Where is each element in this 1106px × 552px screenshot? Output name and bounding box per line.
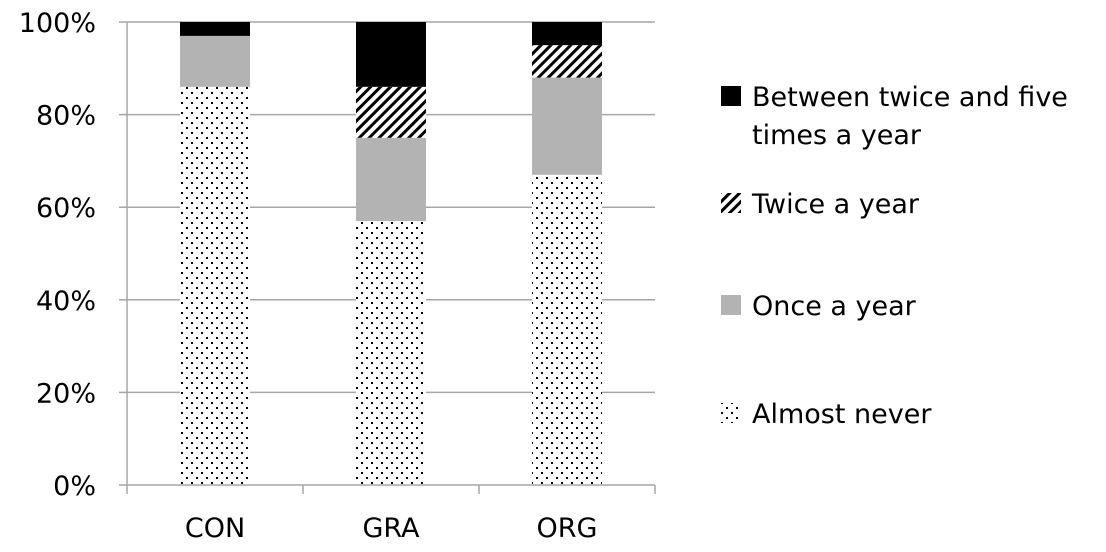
legend-item-3: Almost never [721, 399, 932, 430]
bar-segment-org-1 [532, 77, 602, 175]
legend-swatch [721, 86, 741, 106]
x-category-label-org: ORG [537, 513, 598, 544]
bar-segment-org-2 [532, 45, 602, 78]
legend-label: Once a year [752, 291, 917, 322]
bar-segment-con-3 [180, 22, 250, 36]
x-category-labels: CON GRA ORG [185, 513, 598, 544]
y-tick-label: 80% [36, 101, 96, 132]
y-tick-labels: 0% 20% 40% 60% 80% 100% [19, 8, 96, 502]
legend-swatch [721, 295, 741, 315]
bar-segment-gra-3 [356, 22, 426, 87]
legend-label: Between twice and five [752, 82, 1068, 113]
y-tick-label: 20% [36, 378, 96, 409]
bar-segment-gra-0 [356, 221, 426, 485]
y-tick-label: 60% [36, 193, 96, 224]
bar-segment-con-0 [180, 86, 250, 485]
legend-label: Almost never [752, 399, 932, 430]
y-tick-label: 0% [53, 471, 96, 502]
legend-label: Twice a year [751, 189, 920, 220]
legend-swatch [721, 403, 741, 423]
bar-segment-org-0 [532, 174, 602, 486]
legend-item-2: Once a year [721, 291, 917, 322]
axes [119, 21, 656, 494]
bar-segment-gra-1 [356, 137, 426, 222]
bars [180, 22, 602, 486]
legend-item-0: Between twice and five times a year [721, 82, 1068, 151]
x-category-label-con: CON [185, 513, 245, 544]
legend: Between twice and five times a year Twice … [721, 82, 1068, 430]
legend-item-1: Twice a year [721, 189, 920, 220]
legend-swatch [721, 193, 741, 213]
y-tick-label: 40% [36, 286, 96, 317]
legend-label: times a year [752, 120, 922, 151]
bar-segment-org-3 [532, 22, 602, 46]
y-tick-label: 100% [19, 8, 96, 39]
x-category-label-gra: GRA [362, 513, 420, 544]
bar-segment-con-1 [180, 35, 250, 87]
bar-segment-gra-2 [356, 86, 426, 138]
